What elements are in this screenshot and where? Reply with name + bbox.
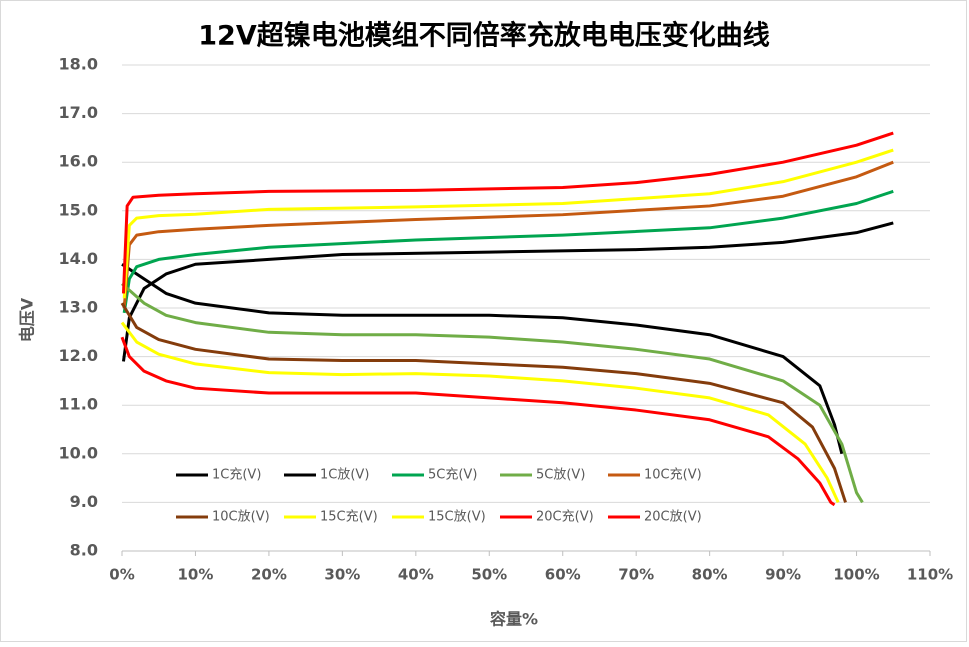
line-series: [121, 263, 844, 455]
y-tick-label: 10.0: [59, 443, 98, 462]
y-tick-label: 17.0: [59, 103, 98, 122]
y-axis-label: 电压V: [18, 297, 37, 342]
y-tick-label: 11.0: [59, 395, 98, 414]
line-series: [120, 321, 840, 504]
x-tick-label: 20%: [251, 566, 287, 584]
y-tick-label: 18.0: [59, 55, 98, 74]
y-tick-label: 14.0: [59, 249, 98, 268]
y-tick-label: 13.0: [59, 298, 98, 317]
x-tick-label: 90%: [765, 566, 801, 584]
legend-label: 10C充(V): [644, 467, 702, 483]
x-tick-label: 40%: [398, 566, 434, 584]
line-series: [120, 302, 847, 503]
y-tick-label: 16.0: [59, 152, 98, 171]
x-tick-label: 0%: [109, 566, 134, 584]
legend-label: 10C放(V): [212, 510, 270, 525]
legend-label: 15C充(V): [320, 509, 378, 525]
line-series: [120, 336, 836, 507]
legend-label: 5C充(V): [428, 467, 477, 483]
line-series: [121, 221, 894, 362]
legend-label: 15C放(V): [428, 510, 486, 525]
x-axis-label: 容量%: [489, 610, 538, 629]
x-tick-label: 70%: [618, 566, 654, 584]
line-series: [122, 189, 894, 314]
legend-label: 1C充(V): [212, 467, 261, 483]
y-tick-label: 8.0: [70, 541, 98, 560]
legend-label: 1C放(V): [320, 468, 369, 483]
x-tick-label: 30%: [324, 566, 360, 584]
line-series: [121, 282, 864, 504]
legend-label: 20C充(V): [536, 509, 594, 525]
y-tick-label: 15.0: [59, 200, 98, 219]
legend-label: 5C放(V): [536, 468, 585, 483]
y-tick-label: 9.0: [70, 492, 98, 511]
line-series: [122, 160, 894, 309]
y-tick-label: 12.0: [59, 346, 98, 365]
x-tick-label: 50%: [471, 566, 507, 584]
legend-label: 20C放(V): [644, 510, 702, 525]
line-series: [122, 148, 894, 299]
x-tick-label: 100%: [833, 566, 879, 584]
x-tick-label: 110%: [907, 566, 953, 584]
chart-title: 12V超镍电池模组不同倍率充放电电压变化曲线: [198, 20, 769, 52]
line-series: [121, 131, 894, 294]
x-tick-label: 10%: [178, 566, 214, 584]
x-tick-label: 60%: [545, 566, 581, 584]
x-tick-label: 80%: [692, 566, 728, 584]
